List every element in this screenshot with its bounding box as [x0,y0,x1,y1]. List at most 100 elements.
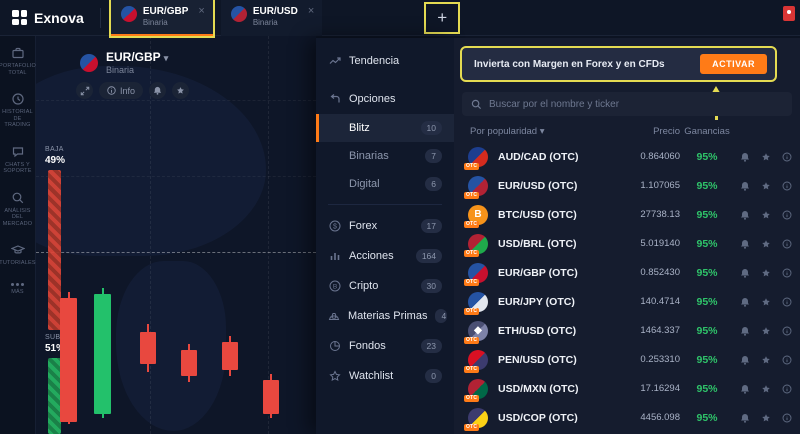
asset-name: BTC/USD (OTC) [498,208,577,221]
add-asset-button[interactable]: + [424,1,461,34]
category-forex[interactable]: $ Forex 17 [316,211,454,241]
favorite-star-icon[interactable] [761,181,771,191]
asset-row[interactable]: OTC USD/COP (OTC) 4456.098 95% [454,403,800,432]
candles-layer [36,36,316,434]
market-analysis-icon [11,191,25,205]
info-icon[interactable] [782,384,792,394]
close-tab-icon[interactable]: × [198,4,205,17]
alert-bell-icon[interactable] [740,239,750,249]
search-input[interactable] [489,98,783,110]
info-icon[interactable] [782,297,792,307]
info-icon[interactable] [782,239,792,249]
category-tendencia[interactable]: Tendencia [316,46,454,76]
notification-icon[interactable] [783,6,795,21]
asset-price: 140.4714 [640,296,680,307]
category-blitz[interactable]: Blitz 10 [316,114,454,142]
close-tab-icon[interactable]: × [307,4,315,17]
info-icon[interactable] [782,268,792,278]
asset-pair-icon: ◆ OTC [464,320,498,344]
alert-bell-icon[interactable] [740,181,750,191]
alert-bell-icon[interactable] [740,210,750,220]
favorite-star-icon[interactable] [761,268,771,278]
top-bar: Exnova EUR/GBP Binaria × EUR/USD Binaria… [0,0,800,38]
category-binarias[interactable]: Binarias 7 [316,142,454,170]
info-icon[interactable] [782,326,792,336]
exnova-logo[interactable]: Exnova [0,10,96,26]
category-opciones[interactable]: Opciones [316,84,454,114]
favorite-star-icon[interactable] [761,355,771,365]
tab-eurusd[interactable]: EUR/USD Binaria × [220,0,323,36]
alert-bell-icon[interactable] [740,152,750,162]
favorite-star-icon[interactable] [761,152,771,162]
category-watchlist[interactable]: Watchlist 0 [316,361,454,391]
category-acciones[interactable]: Acciones 164 [316,241,454,271]
sidebar-item-portfolio[interactable]: PORTAFOLIO TOTAL [0,46,36,76]
asset-gain: 95% [696,150,718,163]
alert-bell-icon[interactable] [149,82,167,99]
favorite-star-icon[interactable] [172,82,190,99]
sidebar-item-history[interactable]: HISTORIAL DE TRADING [0,92,36,129]
asset-pair-icon: OTC [464,146,498,170]
asset-row[interactable]: OTC PEN/USD (OTC) 0.253310 95% [454,345,800,374]
search-icon [471,99,482,110]
category-digital[interactable]: Digital 6 [316,170,454,198]
expand-icon[interactable] [76,82,93,99]
asset-row[interactable]: ◆ OTC ETH/USD (OTC) 1464.337 95% [454,316,800,345]
asset-price: 0.864060 [640,151,680,162]
asset-row[interactable]: OTC USD/BRL (OTC) 5.019140 95% [454,229,800,258]
svg-text:$: $ [333,224,337,231]
asset-title: EUR/GBP [106,50,161,64]
info-icon[interactable] [782,210,792,220]
tab-pair-label: EUR/GBP [142,5,189,17]
alert-bell-icon[interactable] [740,384,750,394]
info-icon[interactable] [782,355,792,365]
asset-row[interactable]: OTC EUR/USD (OTC) 1.107065 95% [454,171,800,200]
asset-name: USD/COP (OTC) [498,411,578,424]
sort-dropdown[interactable]: Por popularidad ▾ [470,126,545,137]
asset-row[interactable]: OTC AUD/CAD (OTC) 0.864060 95% [454,142,800,171]
gridline [36,100,316,101]
favorite-star-icon[interactable] [761,210,771,220]
category-cripto[interactable]: B Cripto 30 [316,271,454,301]
tab-pair-label: EUR/USD [252,5,298,17]
alert-bell-icon[interactable] [740,326,750,336]
asset-name: USD/BRL (OTC) [498,237,577,250]
asset-gain: 95% [696,208,718,221]
asset-gain: 95% [696,179,718,192]
favorite-star-icon[interactable] [761,413,771,423]
graduation-cap-icon [10,243,25,257]
sidebar-item-chats[interactable]: CHATS Y SOPORTE [0,145,36,175]
activate-button[interactable]: ACTIVAR [700,54,767,74]
alert-bell-icon[interactable] [740,297,750,307]
options-arrow-icon [328,93,341,105]
info-icon[interactable] [782,181,792,191]
category-fondos[interactable]: Fondos 23 [316,331,454,361]
info-icon[interactable] [782,413,792,423]
eurgbp-flag-icon [80,53,98,72]
tab-eurgbp[interactable]: EUR/GBP Binaria × [108,0,215,38]
chart-area: EUR/GBP ▾ Binaria Info BAJA 49% SUBE 51% [36,36,316,434]
category-materias-primas[interactable]: Materias Primas 4 [316,301,454,331]
crypto-coin-icon: B [328,280,341,292]
alert-bell-icon[interactable] [740,413,750,423]
alert-bell-icon[interactable] [740,355,750,365]
asset-selector[interactable]: EUR/GBP ▾ Binaria [80,50,168,75]
favorite-star-icon[interactable] [761,384,771,394]
info-button[interactable]: Info [99,82,144,99]
favorite-star-icon[interactable] [761,297,771,307]
asset-pair-icon: B OTC [464,204,498,228]
sidebar-item-analysis[interactable]: ANÁLISIS DEL MERCADO [0,191,36,228]
asset-row[interactable]: B OTC BTC/USD (OTC) 27738.13 95% [454,200,800,229]
asset-row[interactable]: OTC EUR/JPY (OTC) 140.4714 95% [454,287,800,316]
asset-row[interactable]: OTC USD/MXN (OTC) 17.16294 95% [454,374,800,403]
info-icon[interactable] [782,152,792,162]
favorite-star-icon[interactable] [761,326,771,336]
count-badge: 164 [415,249,442,263]
favorite-star-icon[interactable] [761,239,771,249]
alert-bell-icon[interactable] [740,268,750,278]
sidebar-item-tutorials[interactable]: TUTORIALES [0,243,36,267]
asset-row[interactable]: OTC EUR/GBP (OTC) 0.852430 95% [454,258,800,287]
asset-price: 5.019140 [640,238,680,249]
sidebar-item-more[interactable]: MÁS [0,282,36,296]
gridline [36,176,316,177]
